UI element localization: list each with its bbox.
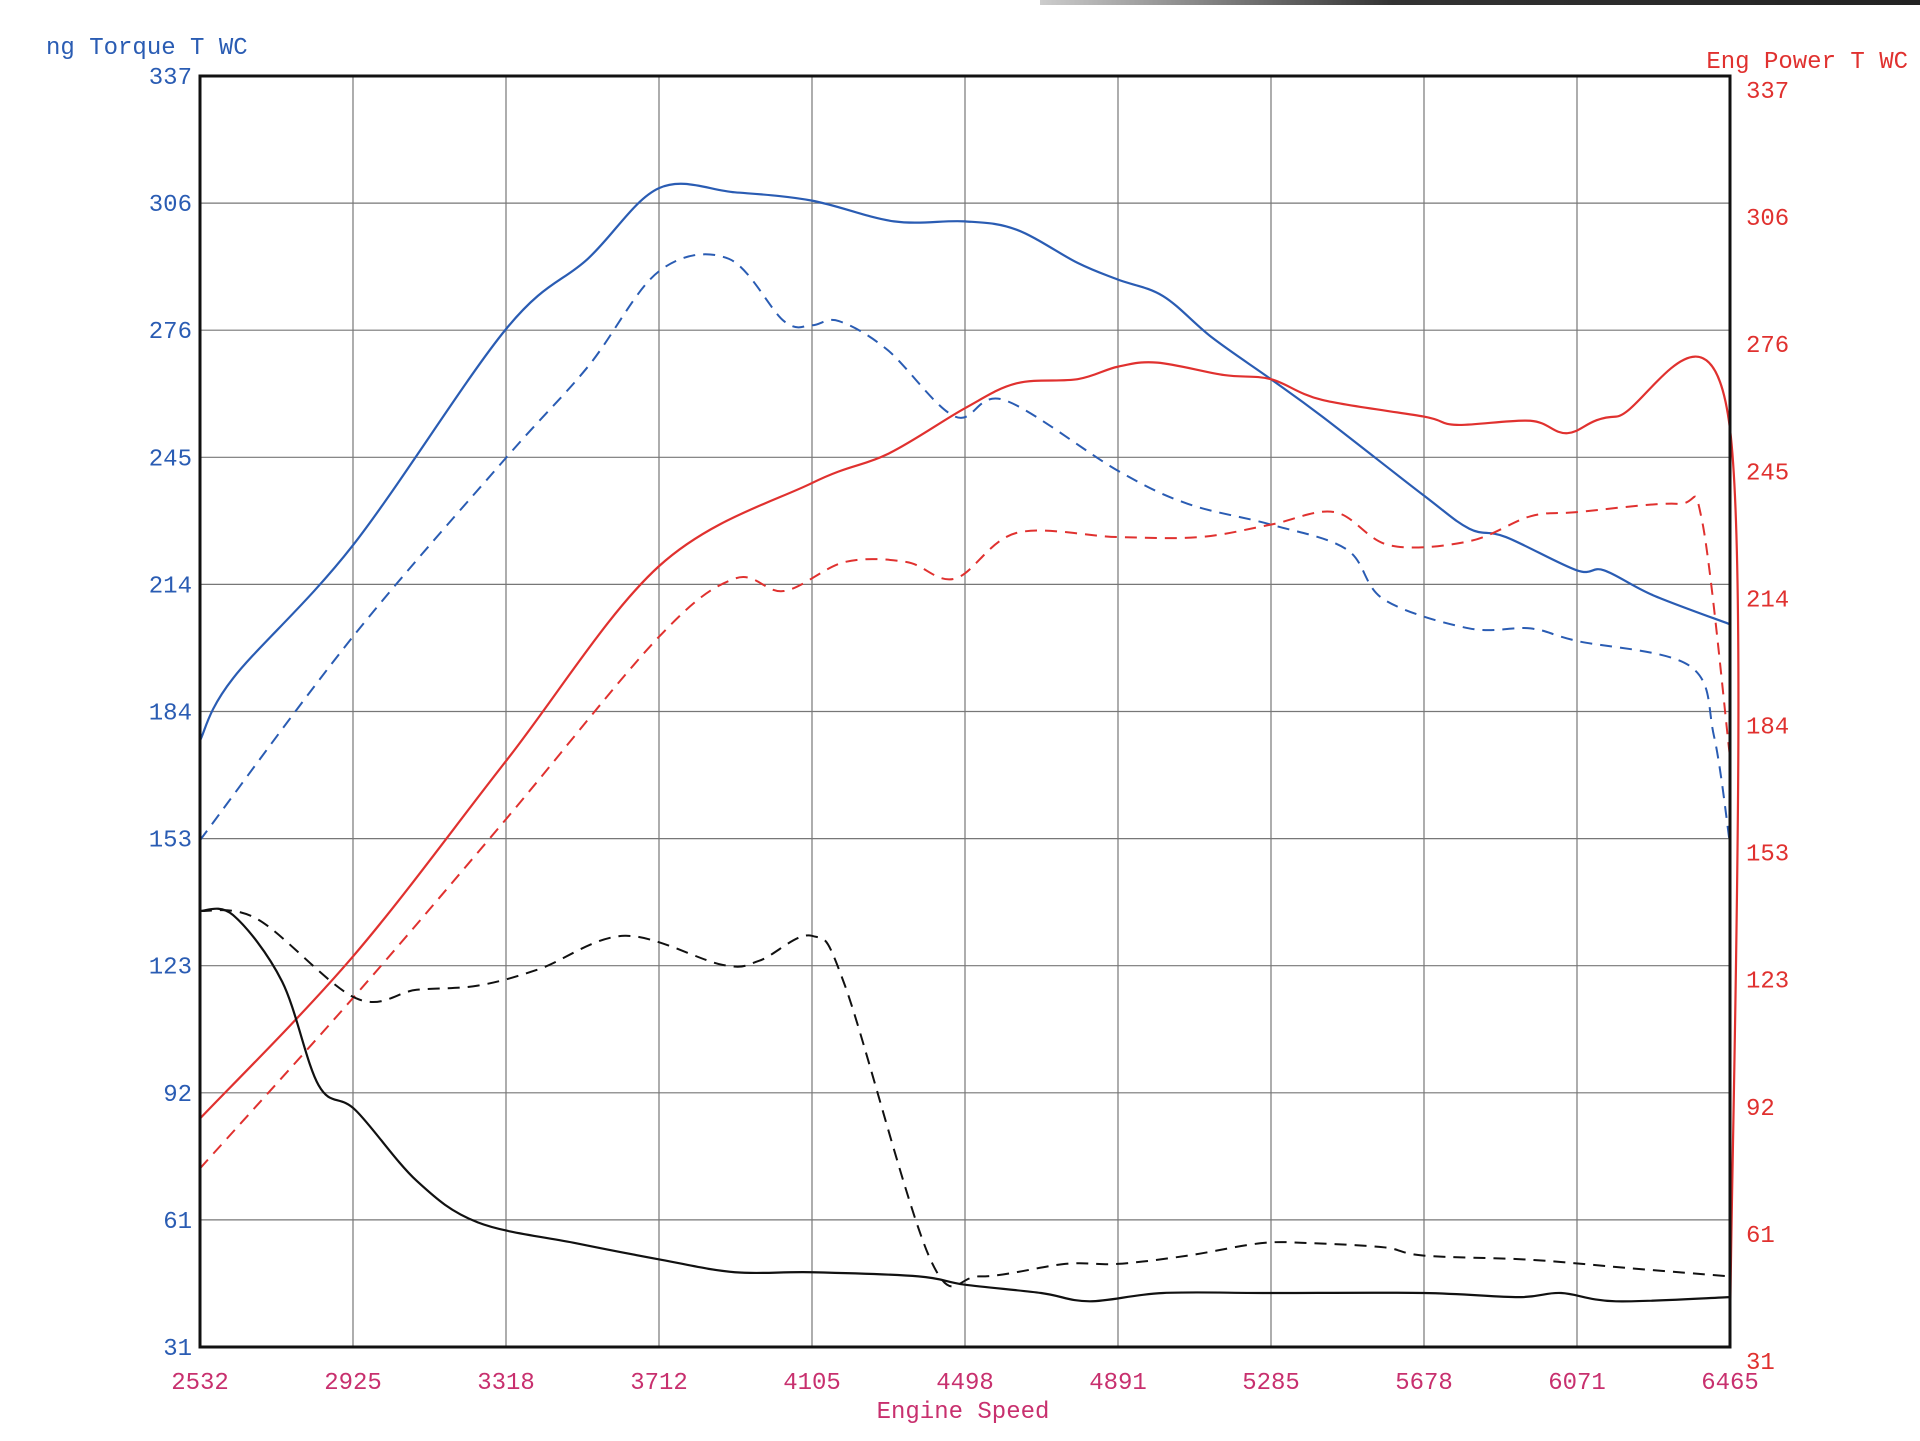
y2-tick-label: 306 xyxy=(1746,206,1789,233)
series-line-3 xyxy=(199,495,1731,1170)
y-tick-label: 337 xyxy=(149,65,192,92)
x-tick-label: 3318 xyxy=(477,1370,535,1397)
y2-tick-label: 245 xyxy=(1746,460,1789,487)
x-tick-label: 5285 xyxy=(1242,1370,1300,1397)
y-tick-label: 153 xyxy=(149,828,192,855)
y2-tick-label: 337 xyxy=(1746,79,1789,106)
y2-tick-label: 123 xyxy=(1746,969,1789,996)
y2-tick-label: 92 xyxy=(1746,1096,1775,1123)
y-tick-label: 123 xyxy=(149,955,192,982)
x-tick-label: 3712 xyxy=(630,1370,688,1397)
y-tick-label: 214 xyxy=(149,573,192,600)
x-tick-label: 5678 xyxy=(1395,1370,1453,1397)
x-tick-label: 4498 xyxy=(936,1370,994,1397)
y-tick-label: 184 xyxy=(149,701,192,728)
x-tick-label: 2925 xyxy=(324,1370,382,1397)
y-tick-label: 306 xyxy=(149,192,192,219)
y-tick-label: 92 xyxy=(163,1082,192,1109)
scan-edge xyxy=(1040,0,1920,5)
x-tick-label: 6465 xyxy=(1701,1370,1759,1397)
x-axis-title: Engine Speed xyxy=(877,1399,1050,1426)
left-axis-title: ng Torque T WC xyxy=(46,35,248,62)
y2-tick-label: 276 xyxy=(1746,333,1789,360)
ticks: 2532 2925 3318 3712 4105 4498 4891 5285 5678 6071… xyxy=(149,65,1789,1397)
y-tick-label: 61 xyxy=(163,1209,192,1236)
series-line-1 xyxy=(199,253,1731,845)
right-axis-title: Eng Power T WC xyxy=(1706,49,1908,76)
x-tick-label: 2532 xyxy=(171,1370,229,1397)
series-line-0 xyxy=(199,182,1731,742)
y2-tick-label: 184 xyxy=(1746,715,1789,742)
grid xyxy=(199,75,1731,1348)
series-line-4 xyxy=(199,907,1731,1303)
series-line-5 xyxy=(199,909,1731,1288)
series-line-2 xyxy=(199,355,1740,1348)
x-tick-label: 4105 xyxy=(783,1370,841,1397)
y2-tick-label: 31 xyxy=(1746,1350,1775,1377)
y2-tick-label: 153 xyxy=(1746,842,1789,869)
y-tick-label: 245 xyxy=(149,446,192,473)
y2-tick-label: 61 xyxy=(1746,1223,1775,1250)
x-tick-label: 4891 xyxy=(1089,1370,1147,1397)
plot-frame xyxy=(198,74,1732,1349)
series-group xyxy=(199,182,1740,1348)
y-tick-label: 276 xyxy=(149,319,192,346)
x-tick-label: 6071 xyxy=(1548,1370,1606,1397)
y2-tick-label: 214 xyxy=(1746,587,1789,614)
y-tick-label: 31 xyxy=(163,1336,192,1363)
